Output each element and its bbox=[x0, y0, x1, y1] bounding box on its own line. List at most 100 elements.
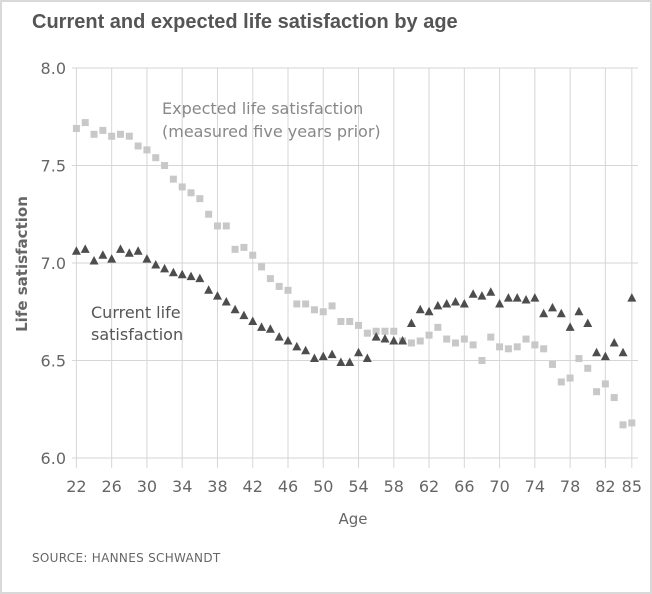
point-current bbox=[221, 297, 231, 306]
point-expected bbox=[443, 335, 451, 343]
point-current bbox=[239, 310, 249, 320]
point-expected bbox=[152, 154, 160, 162]
point-current bbox=[177, 269, 187, 279]
point-current bbox=[486, 287, 496, 296]
point-expected bbox=[337, 318, 345, 325]
x-tick-label: 74 bbox=[525, 477, 545, 496]
point-current bbox=[512, 293, 522, 302]
point-expected bbox=[513, 343, 521, 351]
point-current bbox=[292, 341, 302, 351]
point-expected bbox=[108, 132, 116, 140]
y-axis-label: Life satisfaction bbox=[13, 196, 31, 332]
point-expected bbox=[187, 189, 195, 197]
point-expected bbox=[196, 195, 204, 203]
point-expected bbox=[460, 335, 468, 343]
x-tick-label: 50 bbox=[313, 477, 333, 496]
point-current bbox=[477, 291, 487, 300]
point-expected bbox=[72, 124, 80, 132]
point-expected bbox=[548, 360, 556, 368]
point-expected bbox=[416, 337, 424, 345]
point-expected bbox=[601, 380, 609, 388]
point-current bbox=[627, 293, 637, 302]
point-current bbox=[459, 298, 469, 308]
x-tick-label: 62 bbox=[419, 477, 439, 496]
point-expected bbox=[99, 126, 107, 134]
point-current bbox=[336, 357, 346, 366]
x-tick-label: 54 bbox=[348, 477, 368, 496]
point-expected bbox=[161, 162, 169, 169]
y-tick-label: 6.0 bbox=[41, 449, 66, 468]
chart-title: Current and expected life satisfaction b… bbox=[32, 11, 458, 33]
point-current bbox=[424, 306, 434, 316]
point-current bbox=[415, 304, 425, 314]
point-current bbox=[195, 273, 205, 283]
point-expected bbox=[302, 300, 310, 308]
point-expected bbox=[566, 374, 574, 382]
point-current bbox=[345, 357, 355, 366]
y-tick-label: 6.5 bbox=[41, 352, 66, 371]
point-expected bbox=[575, 355, 583, 363]
point-current bbox=[283, 336, 293, 345]
data-marks bbox=[71, 119, 637, 429]
point-current bbox=[98, 250, 108, 259]
point-expected bbox=[275, 282, 283, 290]
point-current bbox=[107, 254, 117, 263]
point-current bbox=[212, 291, 222, 300]
x-tick-label: 85 bbox=[622, 477, 642, 496]
x-tick-label: 70 bbox=[489, 477, 509, 496]
x-tick-label: 58 bbox=[384, 477, 404, 496]
point-current bbox=[71, 246, 81, 255]
point-current bbox=[583, 318, 593, 327]
point-current bbox=[186, 271, 196, 281]
point-expected bbox=[496, 343, 504, 351]
point-current bbox=[600, 351, 610, 361]
point-expected bbox=[434, 323, 442, 331]
x-tick-label: 38 bbox=[207, 477, 227, 496]
point-expected bbox=[619, 421, 627, 429]
point-expected bbox=[258, 263, 266, 271]
point-expected bbox=[425, 331, 433, 339]
x-tick-label: 46 bbox=[278, 477, 298, 496]
point-current bbox=[124, 248, 134, 257]
point-current bbox=[318, 351, 328, 361]
point-current bbox=[115, 244, 125, 253]
point-expected bbox=[372, 327, 380, 335]
point-expected bbox=[222, 222, 230, 230]
x-axis-label: Age bbox=[338, 510, 367, 528]
point-current bbox=[556, 308, 566, 318]
point-current bbox=[362, 353, 372, 363]
point-current bbox=[89, 256, 99, 265]
point-current bbox=[451, 297, 461, 306]
point-current bbox=[230, 304, 240, 314]
x-tick-label: 34 bbox=[172, 477, 192, 496]
point-expected bbox=[169, 175, 177, 183]
point-current bbox=[389, 336, 399, 345]
y-tick-labels: 6.0 6.5 7.0 7.5 8.0 bbox=[41, 59, 66, 468]
point-expected bbox=[328, 302, 336, 310]
point-current bbox=[433, 300, 443, 310]
point-current bbox=[248, 316, 258, 325]
point-expected bbox=[452, 339, 460, 347]
point-current bbox=[151, 259, 161, 269]
point-expected bbox=[205, 210, 213, 218]
point-current bbox=[530, 293, 540, 302]
x-tick-label: 30 bbox=[137, 477, 157, 496]
x-tick-label: 82 bbox=[595, 477, 615, 496]
point-current bbox=[257, 322, 267, 331]
y-tick-label: 8.0 bbox=[41, 59, 66, 78]
point-expected bbox=[293, 300, 301, 308]
point-expected bbox=[319, 308, 327, 316]
point-current bbox=[406, 318, 416, 327]
point-current bbox=[592, 347, 602, 357]
y-tick-label: 7.0 bbox=[41, 254, 66, 273]
annotation-current-line2: satisfaction bbox=[91, 325, 183, 344]
point-expected bbox=[266, 275, 274, 283]
point-expected bbox=[363, 329, 371, 337]
point-current bbox=[80, 244, 90, 253]
point-expected bbox=[557, 378, 565, 386]
point-current bbox=[574, 306, 584, 316]
point-expected bbox=[593, 388, 601, 396]
point-expected bbox=[310, 306, 318, 314]
point-expected bbox=[134, 142, 142, 150]
